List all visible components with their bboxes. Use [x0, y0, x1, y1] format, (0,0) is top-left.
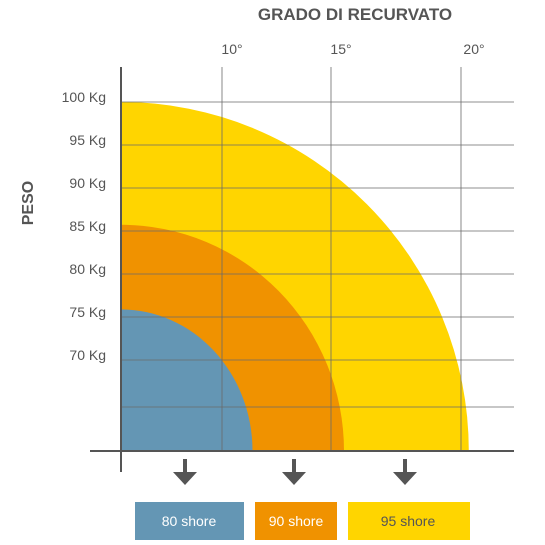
x-tick-label: 15° [330, 41, 351, 57]
legend-label: 80 shore [162, 513, 217, 529]
down-arrow-icon [393, 459, 417, 485]
legend-swatch [348, 502, 470, 540]
areas [121, 102, 469, 451]
y-tick-label: 75 Kg [69, 304, 106, 320]
legend-swatch [255, 502, 337, 540]
y-axis-label: PESO [20, 181, 37, 225]
down-arrow-icon [282, 459, 306, 485]
axes [90, 67, 514, 472]
x-tick-label: 10° [221, 41, 242, 57]
legend-item-80-shore: 80 shore [135, 502, 244, 540]
y-tick-label: 85 Kg [69, 218, 106, 234]
x-tick-label: 20° [463, 41, 484, 57]
legend-item-90-shore: 90 shore [255, 502, 337, 540]
y-tick-label: 70 Kg [69, 347, 106, 363]
y-tick-label: 80 Kg [69, 261, 106, 277]
legend-label: 95 shore [381, 513, 436, 529]
legend-arrows [173, 459, 417, 485]
grid [121, 67, 514, 451]
y-tick-label: 95 Kg [69, 132, 106, 148]
y-tick-labels: 100 Kg 95 Kg 90 Kg 85 Kg 80 Kg 75 Kg 70 … [62, 89, 106, 363]
legend: 80 shore 90 shore 95 shore [135, 502, 470, 540]
legend-item-95-shore: 95 shore [348, 502, 470, 540]
chart-title: GRADO DI RECURVATO [258, 5, 452, 24]
x-tick-labels: 10° 15° 20° [221, 41, 484, 57]
y-tick-label: 100 Kg [62, 89, 106, 105]
y-tick-label: 90 Kg [69, 175, 106, 191]
area-80-shore [121, 309, 253, 451]
down-arrow-icon [173, 459, 197, 485]
legend-swatch [135, 502, 244, 540]
legend-label: 90 shore [269, 513, 324, 529]
